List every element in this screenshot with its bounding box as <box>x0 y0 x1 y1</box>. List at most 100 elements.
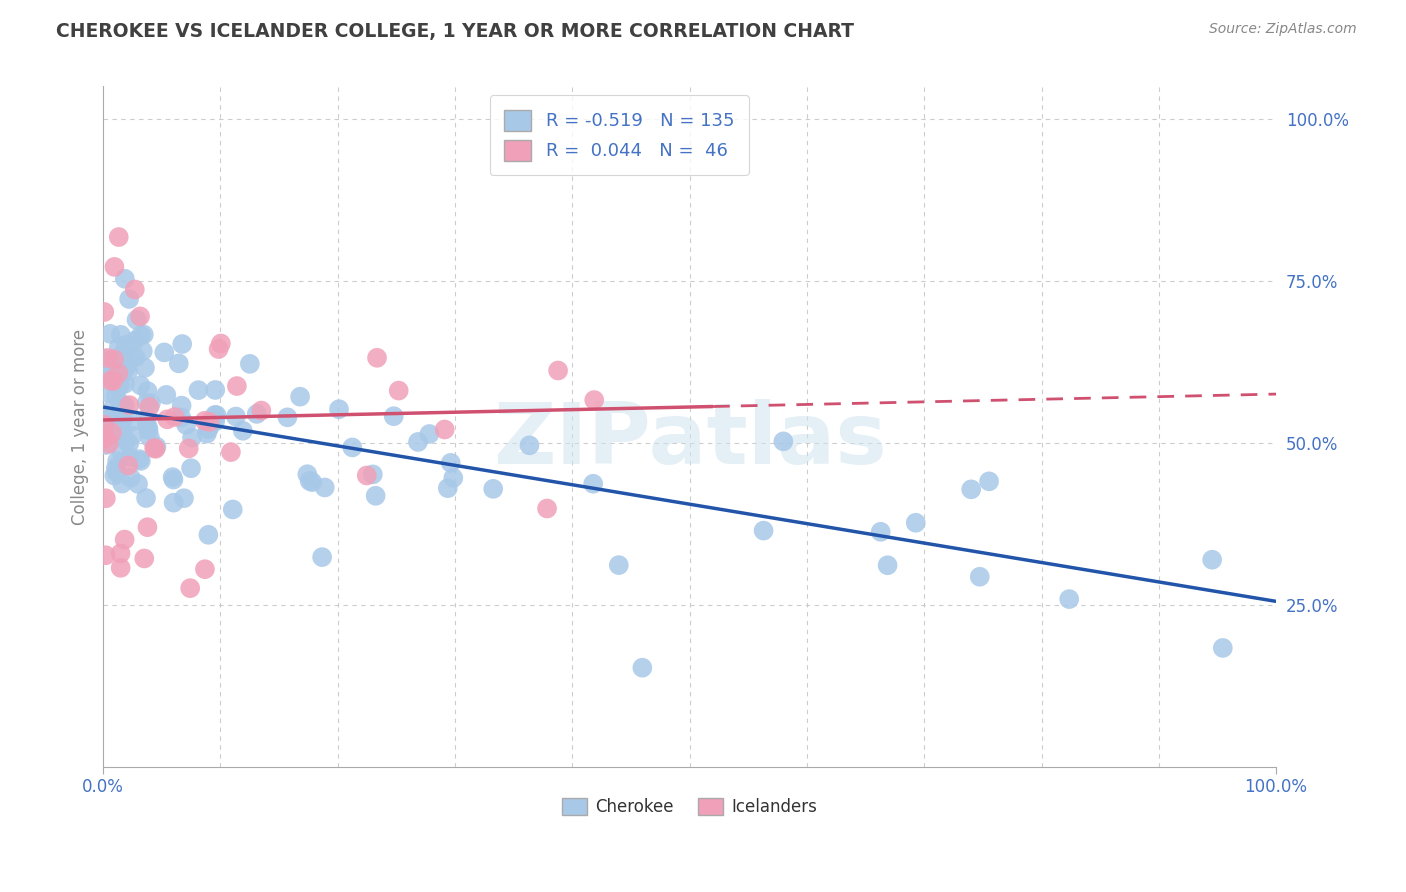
Point <box>187 383 209 397</box>
Point <box>118 437 141 451</box>
Point <box>311 550 333 565</box>
Text: CHEROKEE VS ICELANDER COLLEGE, 1 YEAR OR MORE CORRELATION CHART: CHEROKEE VS ICELANDER COLLEGE, 1 YEAR OR… <box>56 22 855 41</box>
Point <box>153 345 176 359</box>
Point <box>631 661 654 675</box>
Point <box>198 415 221 429</box>
Point <box>482 482 505 496</box>
Point <box>125 313 148 327</box>
Point <box>170 399 193 413</box>
Point <box>101 374 124 388</box>
Point <box>93 368 115 382</box>
Point <box>132 344 155 359</box>
Point <box>114 399 136 413</box>
Point <box>239 357 262 371</box>
Point <box>120 470 142 484</box>
Point <box>127 476 149 491</box>
Point <box>139 396 162 410</box>
Point <box>225 409 247 424</box>
Point <box>105 465 128 479</box>
Point <box>960 483 983 497</box>
Point <box>111 425 134 439</box>
Point <box>112 412 135 426</box>
Point <box>94 548 117 562</box>
Point <box>107 230 129 244</box>
Point <box>582 476 605 491</box>
Text: ZIPatlas: ZIPatlas <box>492 399 887 482</box>
Point <box>288 390 311 404</box>
Point <box>108 340 131 354</box>
Point <box>103 357 125 371</box>
Point <box>111 476 134 491</box>
Point <box>406 434 429 449</box>
Point <box>170 410 193 425</box>
Point <box>366 351 388 365</box>
Point <box>117 364 139 378</box>
Point <box>194 562 217 576</box>
Point <box>156 412 179 426</box>
Point <box>607 558 630 573</box>
Point <box>219 445 242 459</box>
Point <box>114 272 136 286</box>
Point <box>134 360 156 375</box>
Point <box>135 491 157 505</box>
Point <box>162 473 184 487</box>
Point <box>225 379 247 393</box>
Point <box>207 342 229 356</box>
Point <box>181 431 204 445</box>
Point <box>136 384 159 398</box>
Point <box>246 407 269 421</box>
Point <box>105 454 128 468</box>
Point <box>440 456 463 470</box>
Point <box>1057 592 1080 607</box>
Point <box>110 396 132 410</box>
Point <box>132 327 155 342</box>
Point <box>174 417 197 432</box>
Point <box>583 392 606 407</box>
Point <box>436 481 458 495</box>
Point <box>139 431 162 445</box>
Point <box>108 376 131 390</box>
Point <box>114 533 136 547</box>
Point <box>194 414 217 428</box>
Point <box>232 424 254 438</box>
Point <box>93 351 115 366</box>
Point <box>97 355 120 369</box>
Point <box>93 417 115 432</box>
Point <box>198 421 221 435</box>
Point <box>969 570 991 584</box>
Point <box>105 464 128 478</box>
Point <box>162 470 184 484</box>
Point <box>101 370 124 384</box>
Point <box>103 468 125 483</box>
Point <box>364 489 387 503</box>
Point <box>163 409 186 424</box>
Point <box>145 440 167 454</box>
Point <box>129 454 152 468</box>
Point <box>117 353 139 368</box>
Point <box>155 388 177 402</box>
Point <box>124 334 146 348</box>
Point <box>94 364 117 378</box>
Point <box>93 305 115 319</box>
Point <box>222 502 245 516</box>
Point <box>114 338 136 352</box>
Point <box>135 395 157 409</box>
Point <box>129 310 152 324</box>
Point <box>124 351 146 365</box>
Point <box>904 516 927 530</box>
Text: Source: ZipAtlas.com: Source: ZipAtlas.com <box>1209 22 1357 37</box>
Point <box>297 467 319 482</box>
Point <box>772 434 794 449</box>
Point <box>128 452 150 467</box>
Point <box>94 431 117 445</box>
Point <box>110 327 132 342</box>
Point <box>104 389 127 403</box>
Point <box>143 441 166 455</box>
Point <box>111 445 134 459</box>
Point <box>145 442 167 456</box>
Point <box>107 355 129 369</box>
Point <box>177 442 200 456</box>
Point <box>143 441 166 455</box>
Point <box>101 429 124 443</box>
Point <box>167 356 190 370</box>
